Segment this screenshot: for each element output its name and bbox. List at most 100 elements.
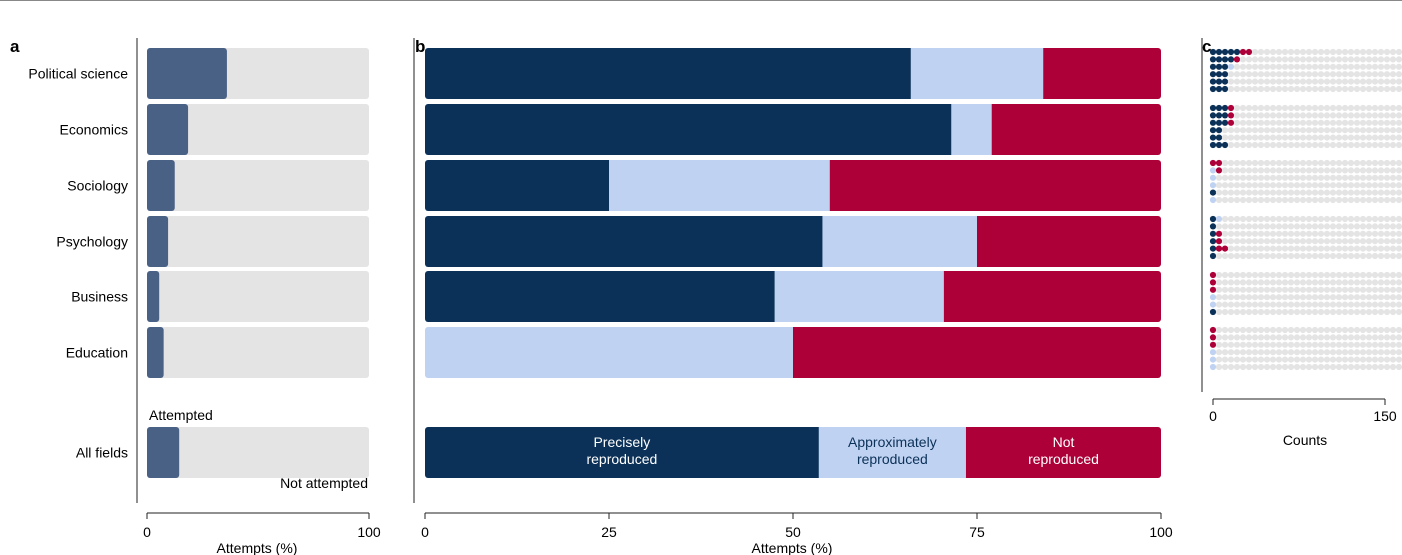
dot-precise <box>1215 134 1223 141</box>
dot-empty <box>1377 182 1385 189</box>
dot-empty <box>1389 341 1397 348</box>
dot-empty <box>1347 112 1355 119</box>
dot-empty <box>1287 119 1295 126</box>
stacked-bar-business <box>425 271 1161 322</box>
dot-empty <box>1365 223 1373 230</box>
dot-empty <box>1395 56 1402 63</box>
dot-empty <box>1371 238 1379 245</box>
dot-empty <box>1377 56 1385 63</box>
dot-empty <box>1293 112 1301 119</box>
panel-a: Political science Economics Sociology Psych… <box>28 38 381 540</box>
dot-empty <box>1275 56 1283 63</box>
dot-empty <box>1353 271 1361 279</box>
dot-empty <box>1371 356 1379 363</box>
dot-empty <box>1281 189 1289 196</box>
dot-empty <box>1257 112 1265 119</box>
dot-empty <box>1263 215 1271 223</box>
bar-precise-sociology <box>425 160 610 211</box>
dot-empty <box>1389 245 1397 252</box>
dot-empty <box>1317 71 1325 78</box>
dot-empty <box>1287 196 1295 204</box>
dot-empty <box>1305 104 1313 112</box>
dot-empty <box>1299 119 1307 126</box>
dot-empty <box>1263 271 1271 279</box>
dot-empty <box>1281 48 1289 56</box>
panel-label-a: a <box>10 37 20 56</box>
dot-empty <box>1311 341 1319 348</box>
dot-empty <box>1317 85 1325 93</box>
dot-empty <box>1233 245 1241 252</box>
dot-empty <box>1299 308 1307 316</box>
dot-empty <box>1281 127 1289 134</box>
dot-empty <box>1263 119 1271 126</box>
bar-not-all-fields <box>965 427 1161 478</box>
dot-empty <box>1311 167 1319 174</box>
dot-empty <box>1233 196 1241 204</box>
dot-empty <box>1359 56 1367 63</box>
dot-empty <box>1311 363 1319 371</box>
dot-empty <box>1215 223 1223 230</box>
dot-precise <box>1209 48 1217 56</box>
dot-empty <box>1365 134 1373 141</box>
dot-empty <box>1269 271 1277 279</box>
dot-empty <box>1239 112 1247 119</box>
dot-empty <box>1323 167 1331 174</box>
dot-empty <box>1245 294 1253 301</box>
dot-empty <box>1269 334 1277 341</box>
dot-empty <box>1257 215 1265 223</box>
dot-empty <box>1275 349 1283 356</box>
dot-empty <box>1353 334 1361 341</box>
dot-not <box>1215 167 1223 174</box>
dot-empty <box>1239 294 1247 301</box>
dot-empty <box>1371 71 1379 78</box>
dot-empty <box>1365 85 1373 93</box>
dot-empty <box>1281 141 1289 149</box>
dot-empty <box>1251 119 1259 126</box>
dot-empty <box>1263 334 1271 341</box>
dot-empty <box>1227 301 1235 308</box>
dot-empty <box>1317 238 1325 245</box>
dot-empty <box>1329 78 1337 85</box>
dot-empty <box>1299 334 1307 341</box>
dot-empty <box>1251 112 1259 119</box>
dot-empty <box>1317 48 1325 56</box>
dot-empty <box>1341 238 1349 245</box>
dot-empty <box>1275 141 1283 149</box>
category-label: Economics <box>60 122 128 138</box>
dot-empty <box>1317 112 1325 119</box>
dot-empty <box>1287 78 1295 85</box>
dot-empty <box>1353 356 1361 363</box>
dot-empty <box>1317 134 1325 141</box>
dot-empty <box>1305 238 1313 245</box>
bar-not-attempted-education <box>147 327 369 378</box>
dot-empty <box>1299 196 1307 204</box>
dot-empty <box>1245 104 1253 112</box>
dot-empty <box>1239 174 1247 181</box>
dot-empty <box>1245 271 1253 279</box>
dot-empty <box>1377 349 1385 356</box>
dot-empty <box>1329 189 1337 196</box>
bar-not-economics <box>991 104 1161 155</box>
dot-empty <box>1227 245 1235 252</box>
dot-empty <box>1239 104 1247 112</box>
dot-empty <box>1377 238 1385 245</box>
dot-empty <box>1263 71 1271 78</box>
dot-empty <box>1251 215 1259 223</box>
dot-empty <box>1275 271 1283 279</box>
dot-empty <box>1347 182 1355 189</box>
dot-empty <box>1371 56 1379 63</box>
dot-empty <box>1371 174 1379 181</box>
panel-b-x-tick-label: 100 <box>1149 524 1173 540</box>
dot-empty <box>1323 174 1331 181</box>
top-border <box>0 0 1402 1</box>
dot-empty <box>1293 349 1301 356</box>
dot-empty <box>1275 167 1283 174</box>
dot-empty <box>1269 56 1277 63</box>
dot-approx <box>1209 167 1217 174</box>
dot-empty <box>1269 230 1277 237</box>
dot-empty <box>1359 363 1367 371</box>
dot-empty <box>1245 245 1253 252</box>
dot-empty <box>1269 104 1277 112</box>
dot-empty <box>1389 279 1397 286</box>
dot-empty <box>1323 334 1331 341</box>
